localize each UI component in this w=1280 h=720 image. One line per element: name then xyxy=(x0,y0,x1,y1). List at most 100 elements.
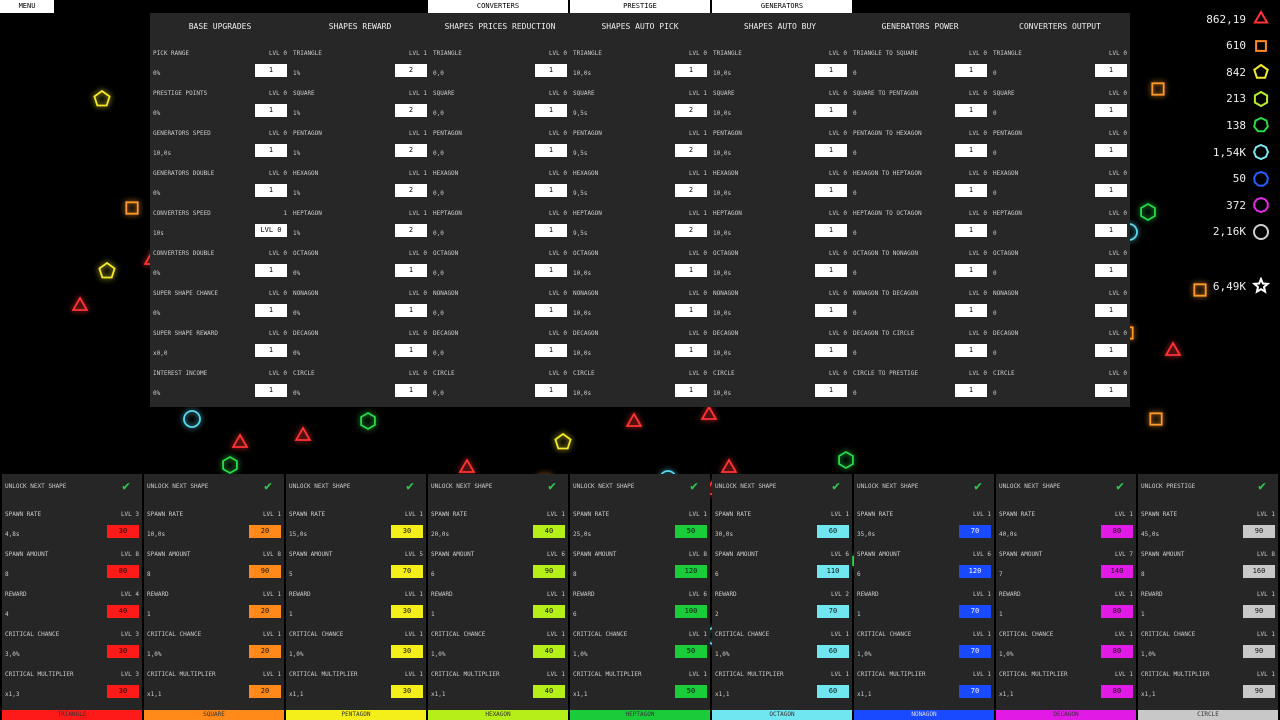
upgrade-buy-button[interactable]: 1 xyxy=(1095,264,1127,277)
shape-upgrade-buy-button[interactable]: 30 xyxy=(107,685,139,698)
upgrade-buy-button[interactable]: 2 xyxy=(675,184,707,197)
upgrade-buy-button[interactable]: 1 xyxy=(675,344,707,357)
shape-upgrade-buy-button[interactable]: 20 xyxy=(249,685,281,698)
shape-upgrade-buy-button[interactable]: 90 xyxy=(1243,605,1275,618)
shape-upgrade-buy-button[interactable]: 90 xyxy=(1243,685,1275,698)
pentagon-icon[interactable] xyxy=(98,261,116,279)
shape-upgrade-buy-button[interactable]: 20 xyxy=(249,605,281,618)
shape-upgrade-buy-button[interactable]: 40 xyxy=(107,605,139,618)
triangle-icon[interactable] xyxy=(294,426,312,441)
shape-upgrade-buy-button[interactable]: 30 xyxy=(391,525,423,538)
shape-upgrade-buy-button[interactable]: 40 xyxy=(533,685,565,698)
upgrade-buy-button[interactable]: 1 xyxy=(535,224,567,237)
shape-upgrade-buy-button[interactable]: 30 xyxy=(391,685,423,698)
upgrade-buy-button[interactable]: 1 xyxy=(815,104,847,117)
upgrade-buy-button[interactable]: 1 xyxy=(395,264,427,277)
shape-upgrade-buy-button[interactable]: 70 xyxy=(959,685,991,698)
upgrade-buy-button[interactable]: 1 xyxy=(535,64,567,77)
upgrade-buy-button[interactable]: 1 xyxy=(1095,184,1127,197)
check-icon[interactable]: ✔ xyxy=(974,479,982,494)
shape-upgrade-buy-button[interactable]: 160 xyxy=(1243,565,1275,578)
upgrade-buy-button[interactable]: 1 xyxy=(1095,64,1127,77)
shape-upgrade-buy-button[interactable]: 80 xyxy=(1101,685,1133,698)
hexagon-icon[interactable] xyxy=(222,455,238,475)
prestige-tab[interactable]: PRESTIGE xyxy=(570,0,710,13)
shape-upgrade-buy-button[interactable]: 90 xyxy=(1243,525,1275,538)
hexagon-icon[interactable] xyxy=(360,411,376,431)
shape-upgrade-buy-button[interactable]: 50 xyxy=(675,685,707,698)
check-icon[interactable]: ✔ xyxy=(1258,479,1266,494)
menu-tab[interactable]: MENU xyxy=(0,0,54,13)
upgrade-buy-button[interactable]: 1 xyxy=(535,104,567,117)
shape-upgrade-buy-button[interactable]: 40 xyxy=(533,605,565,618)
upgrade-buy-button[interactable]: 1 xyxy=(675,64,707,77)
upgrade-buy-button[interactable]: 1 xyxy=(535,384,567,397)
shape-upgrade-buy-button[interactable]: 30 xyxy=(107,645,139,658)
upgrade-buy-button[interactable]: 1 xyxy=(815,384,847,397)
upgrade-buy-button[interactable]: 1 xyxy=(535,344,567,357)
shape-upgrade-buy-button[interactable]: 20 xyxy=(249,525,281,538)
upgrade-buy-button[interactable]: 2 xyxy=(675,144,707,157)
square-icon[interactable] xyxy=(1149,412,1163,426)
check-icon[interactable]: ✔ xyxy=(832,479,840,494)
upgrade-buy-button[interactable]: 1 xyxy=(815,224,847,237)
upgrade-buy-button[interactable]: 1 xyxy=(255,184,287,197)
upgrade-buy-button[interactable]: 1 xyxy=(815,184,847,197)
upgrade-buy-button[interactable]: 1 xyxy=(955,104,987,117)
shape-upgrade-buy-button[interactable]: 70 xyxy=(959,525,991,538)
shape-upgrade-buy-button[interactable]: 30 xyxy=(391,605,423,618)
shape-upgrade-buy-button[interactable]: 70 xyxy=(959,645,991,658)
check-icon[interactable]: ✔ xyxy=(1116,479,1124,494)
upgrade-buy-button[interactable]: 1 xyxy=(815,64,847,77)
upgrade-buy-button[interactable]: 2 xyxy=(395,104,427,117)
shape-upgrade-buy-button[interactable]: 110 xyxy=(817,565,849,578)
circle-icon[interactable] xyxy=(183,410,201,428)
shape-upgrade-buy-button[interactable]: 120 xyxy=(959,565,991,578)
upgrade-buy-button[interactable]: 1 xyxy=(255,104,287,117)
check-icon[interactable]: ✔ xyxy=(122,479,130,494)
shape-upgrade-buy-button[interactable]: 60 xyxy=(817,645,849,658)
shape-upgrade-buy-button[interactable]: 60 xyxy=(817,525,849,538)
square-icon[interactable] xyxy=(125,201,139,215)
check-icon[interactable]: ✔ xyxy=(406,479,414,494)
upgrade-buy-button[interactable]: 1 xyxy=(535,304,567,317)
upgrade-buy-button[interactable]: 1 xyxy=(675,264,707,277)
shape-upgrade-buy-button[interactable]: 40 xyxy=(533,525,565,538)
upgrade-buy-button[interactable]: 1 xyxy=(1095,104,1127,117)
triangle-icon[interactable] xyxy=(700,405,718,420)
upgrade-buy-button[interactable]: 1 xyxy=(955,344,987,357)
triangle-icon[interactable] xyxy=(1164,341,1182,356)
shape-upgrade-buy-button[interactable]: 80 xyxy=(107,565,139,578)
pentagon-icon[interactable] xyxy=(93,89,111,107)
upgrade-buy-button[interactable]: 1 xyxy=(955,224,987,237)
upgrade-buy-button[interactable]: 2 xyxy=(395,144,427,157)
shape-upgrade-buy-button[interactable]: 30 xyxy=(391,645,423,658)
upgrade-buy-button[interactable]: 1 xyxy=(255,384,287,397)
upgrade-buy-button[interactable]: 1 xyxy=(535,264,567,277)
shape-upgrade-buy-button[interactable]: 50 xyxy=(675,525,707,538)
upgrade-buy-button[interactable]: 1 xyxy=(955,64,987,77)
upgrade-buy-button[interactable]: 1 xyxy=(675,304,707,317)
upgrade-buy-button[interactable]: 1 xyxy=(815,264,847,277)
upgrade-buy-button[interactable]: 1 xyxy=(955,304,987,317)
upgrade-buy-button[interactable]: 1 xyxy=(255,64,287,77)
square-icon[interactable] xyxy=(1193,283,1207,297)
upgrade-buy-button[interactable]: 1 xyxy=(1095,304,1127,317)
upgrade-buy-button[interactable]: 1 xyxy=(815,304,847,317)
shape-upgrade-buy-button[interactable]: 50 xyxy=(675,645,707,658)
upgrade-buy-button[interactable]: 2 xyxy=(395,184,427,197)
upgrade-buy-button[interactable]: 1 xyxy=(955,384,987,397)
upgrade-buy-button[interactable]: 1 xyxy=(255,264,287,277)
shape-upgrade-buy-button[interactable]: 90 xyxy=(1243,645,1275,658)
upgrade-buy-button[interactable]: 1 xyxy=(1095,344,1127,357)
upgrade-buy-button[interactable]: 1 xyxy=(1095,224,1127,237)
shape-upgrade-buy-button[interactable]: 140 xyxy=(1101,565,1133,578)
shape-upgrade-buy-button[interactable]: 100 xyxy=(675,605,707,618)
check-icon[interactable]: ✔ xyxy=(690,479,698,494)
shape-upgrade-buy-button[interactable]: 60 xyxy=(817,685,849,698)
triangle-icon[interactable] xyxy=(71,296,89,311)
check-icon[interactable]: ✔ xyxy=(548,479,556,494)
upgrade-buy-button[interactable]: 1 xyxy=(955,144,987,157)
triangle-icon[interactable] xyxy=(458,458,476,473)
upgrade-buy-button[interactable]: 2 xyxy=(395,224,427,237)
